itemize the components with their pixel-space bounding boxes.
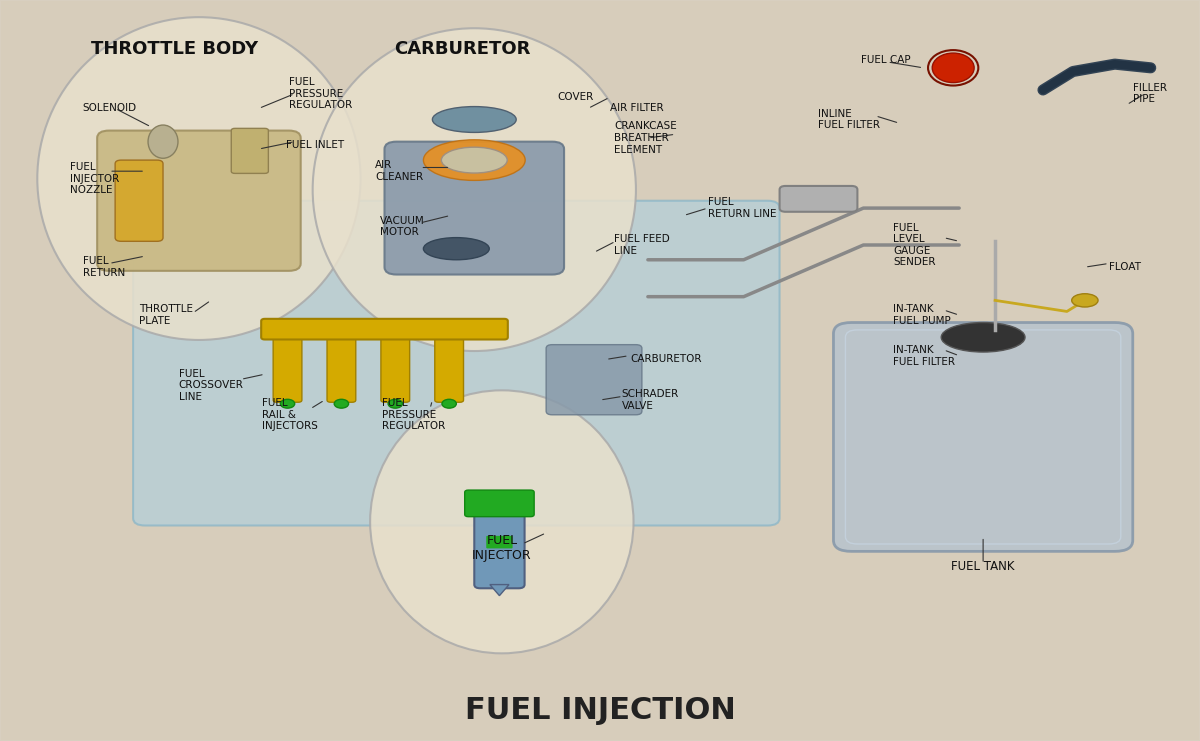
Text: FUEL
INJECTOR
NOZZLE: FUEL INJECTOR NOZZLE [70, 162, 119, 195]
FancyBboxPatch shape [328, 328, 355, 402]
Text: SOLENOID: SOLENOID [83, 104, 137, 113]
Text: AIR
CLEANER: AIR CLEANER [374, 160, 424, 182]
Text: FUEL
PRESSURE
REGULATOR: FUEL PRESSURE REGULATOR [382, 398, 445, 431]
Text: FUEL FEED
LINE: FUEL FEED LINE [614, 234, 670, 256]
FancyBboxPatch shape [232, 128, 269, 173]
FancyBboxPatch shape [780, 186, 858, 212]
FancyBboxPatch shape [486, 536, 512, 548]
FancyBboxPatch shape [380, 328, 409, 402]
Text: FUEL
PRESSURE
REGULATOR: FUEL PRESSURE REGULATOR [289, 77, 352, 110]
FancyBboxPatch shape [546, 345, 642, 415]
FancyBboxPatch shape [97, 130, 301, 271]
Text: FUEL
LEVEL
GAUGE
SENDER: FUEL LEVEL GAUGE SENDER [893, 222, 936, 268]
FancyBboxPatch shape [262, 319, 508, 339]
Text: FUEL CAP: FUEL CAP [860, 56, 911, 65]
Text: FUEL
RAIL &
INJECTORS: FUEL RAIL & INJECTORS [263, 398, 318, 431]
Text: FLOAT: FLOAT [1109, 262, 1141, 272]
Text: THROTTLE BODY: THROTTLE BODY [91, 40, 258, 59]
Text: IN-TANK
FUEL FILTER: IN-TANK FUEL FILTER [893, 345, 955, 367]
Text: FUEL
CROSSOVER
LINE: FUEL CROSSOVER LINE [179, 369, 244, 402]
FancyBboxPatch shape [384, 142, 564, 274]
Text: FUEL
RETURN: FUEL RETURN [83, 256, 125, 278]
Ellipse shape [370, 391, 634, 654]
Ellipse shape [424, 238, 490, 260]
Ellipse shape [37, 17, 360, 340]
Ellipse shape [1072, 293, 1098, 307]
Text: COVER: COVER [557, 93, 593, 102]
Text: THROTTLE
PLATE: THROTTLE PLATE [139, 305, 193, 326]
Ellipse shape [442, 147, 508, 173]
Text: FUEL INLET: FUEL INLET [287, 140, 344, 150]
Ellipse shape [335, 399, 348, 408]
Polygon shape [490, 585, 509, 596]
Text: VACUUM
MOTOR: VACUUM MOTOR [379, 216, 425, 237]
Ellipse shape [941, 322, 1025, 352]
Text: FUEL TANK: FUEL TANK [952, 559, 1015, 573]
Text: IN-TANK
FUEL PUMP: IN-TANK FUEL PUMP [893, 305, 952, 326]
Ellipse shape [442, 399, 456, 408]
Ellipse shape [148, 125, 178, 159]
Text: CARBURETOR: CARBURETOR [394, 40, 530, 59]
Ellipse shape [388, 399, 402, 408]
Text: FILLER
PIPE: FILLER PIPE [1133, 83, 1166, 104]
Text: AIR FILTER: AIR FILTER [610, 104, 664, 113]
FancyBboxPatch shape [834, 322, 1133, 551]
Text: FUEL
RETURN LINE: FUEL RETURN LINE [708, 197, 776, 219]
Ellipse shape [313, 28, 636, 351]
FancyBboxPatch shape [474, 499, 524, 588]
Text: FUEL INJECTION: FUEL INJECTION [464, 696, 736, 725]
FancyBboxPatch shape [464, 490, 534, 516]
Text: INLINE
FUEL FILTER: INLINE FUEL FILTER [818, 109, 880, 130]
FancyBboxPatch shape [133, 201, 780, 525]
Text: CARBURETOR: CARBURETOR [630, 354, 702, 365]
Text: SCHRADER
VALVE: SCHRADER VALVE [622, 389, 679, 411]
Text: FUEL
INJECTOR: FUEL INJECTOR [472, 534, 532, 562]
Ellipse shape [281, 399, 295, 408]
Text: CRANKCASE
BREATHER
ELEMENT: CRANKCASE BREATHER ELEMENT [614, 122, 677, 155]
Ellipse shape [432, 107, 516, 133]
Ellipse shape [932, 53, 974, 82]
Ellipse shape [424, 140, 526, 180]
FancyBboxPatch shape [274, 328, 302, 402]
FancyBboxPatch shape [115, 160, 163, 242]
FancyBboxPatch shape [434, 328, 463, 402]
